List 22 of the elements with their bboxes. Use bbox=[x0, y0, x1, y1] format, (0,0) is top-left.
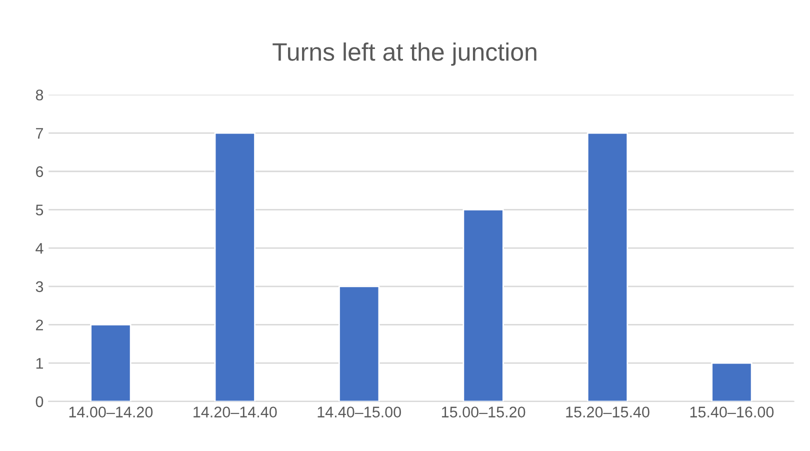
y-tick-label: 7 bbox=[36, 128, 43, 139]
x-tick-label: 15.40–16.00 bbox=[690, 406, 774, 418]
y-tick-label: 0 bbox=[36, 396, 44, 408]
y-tick-label: 3 bbox=[36, 281, 44, 292]
bar bbox=[586, 132, 628, 402]
y-tick-label: 5 bbox=[36, 204, 44, 216]
bar bbox=[462, 209, 504, 402]
y-tick-label: 1 bbox=[36, 358, 43, 369]
y-tick-label: 4 bbox=[36, 243, 44, 254]
x-tick-label: 14.40–15.00 bbox=[318, 406, 401, 418]
chart-title: Turns left at the junction bbox=[272, 42, 536, 66]
bar bbox=[711, 362, 752, 402]
y-tick-label: 6 bbox=[36, 166, 44, 178]
y-tick-label: 8 bbox=[36, 90, 44, 100]
bar bbox=[338, 286, 380, 402]
bar bbox=[214, 132, 256, 402]
x-tick-label: 14.20–14.40 bbox=[194, 406, 277, 418]
x-tick-label: 14.00–14.20 bbox=[69, 406, 153, 418]
bar bbox=[90, 324, 132, 402]
x-tick-label: 15.20–15.40 bbox=[566, 406, 650, 418]
x-tick-label: 15.00–15.20 bbox=[442, 406, 526, 418]
y-tick-label: 2 bbox=[36, 320, 43, 330]
